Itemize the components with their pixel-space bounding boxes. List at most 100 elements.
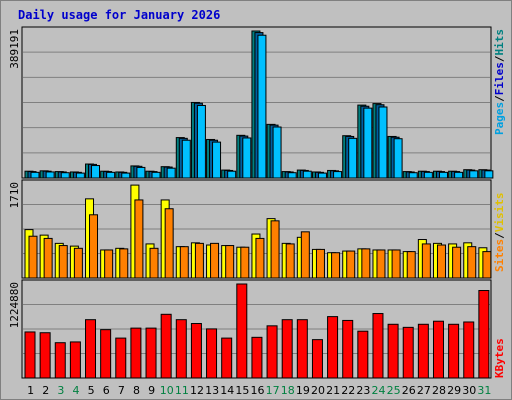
legend-entry: KBytes [493,338,506,378]
bar-kbytes-day-26 [402,326,414,379]
x-tick-label-day-25: 25 [387,384,401,397]
legend-entry: Pages [493,102,506,135]
x-tick-label-day-22: 22 [341,384,355,397]
panel-2-ymax-label: 1710 [8,182,21,209]
bar-sites-day-22 [346,250,356,279]
legend-1: Pages/Files/Hits [493,29,506,135]
bar-sites-day-4 [73,247,83,279]
bar-pages-day-26 [408,172,418,179]
x-tick-label-day-1: 1 [27,384,34,397]
x-tick-label-day-16: 16 [251,384,265,397]
bar-kbytes-day-2 [39,332,51,379]
x-tick-label-day-21: 21 [326,384,340,397]
x-tick-label-day-17: 17 [266,384,280,397]
bar-kbytes-day-23 [357,330,369,379]
legend-entry: Files [493,62,506,95]
legend-entry: / [493,232,506,239]
bar-kbytes-day-13 [206,328,218,379]
bar-sites-day-20 [315,248,325,279]
bar-pages-day-9 [151,171,161,179]
x-tick-label-day-19: 19 [296,384,310,397]
x-tick-label-day-4: 4 [72,384,79,397]
bar-pages-day-25 [393,138,403,179]
legend-entry: Sites [493,239,506,272]
x-tick-label-day-8: 8 [133,384,140,397]
x-tick-label-day-26: 26 [402,384,416,397]
bar-sites-day-1 [28,235,38,279]
bar-pages-day-17 [272,126,282,179]
bar-pages-day-10 [166,167,176,179]
bar-sites-day-17 [270,220,280,279]
bar-sites-day-7 [119,248,129,279]
bar-pages-day-14 [227,170,237,179]
bar-kbytes-day-6 [100,329,112,379]
bar-kbytes-day-20 [311,339,323,379]
bar-pages-day-6 [106,171,116,179]
bar-sites-day-12 [194,242,204,279]
bar-pages-day-23 [363,107,373,179]
bar-pages-day-27 [423,171,433,179]
bar-kbytes-day-29 [448,323,460,379]
x-tick-label-day-3: 3 [57,384,64,397]
x-tick-label-day-24: 24 [372,384,386,397]
bar-sites-day-24 [376,249,386,279]
x-tick-label-day-18: 18 [281,384,295,397]
x-tick-label-day-2: 2 [42,384,49,397]
legend-3: KBytes [493,338,506,378]
bar-kbytes-day-25 [387,323,399,379]
bar-sites-day-25 [391,249,401,279]
bar-pages-day-18 [287,172,297,179]
bar-pages-day-15 [242,137,252,179]
bar-kbytes-day-18 [281,319,293,379]
x-tick-label-day-29: 29 [447,384,461,397]
x-tick-label-day-10: 10 [160,384,174,397]
x-tick-label-day-9: 9 [148,384,155,397]
bar-kbytes-day-24 [372,313,384,379]
bar-sites-day-23 [361,248,371,279]
bar-sites-day-15 [240,246,250,279]
chart-title: Daily usage for January 2026 [18,8,220,22]
bar-kbytes-day-9 [145,327,157,379]
bar-pages-day-20 [317,172,327,179]
bar-sites-day-8 [134,199,144,279]
bar-kbytes-day-4 [69,341,81,379]
bar-sites-day-10 [164,208,174,279]
bar-kbytes-day-7 [115,337,127,379]
bar-kbytes-day-27 [417,323,429,379]
bar-sites-day-13 [210,242,220,279]
bar-kbytes-day-10 [160,313,172,379]
bar-sites-day-6 [104,249,114,279]
legend-2: Sites/Visits [493,193,506,273]
bar-sites-day-18 [285,243,295,279]
legend-entry: / [493,55,506,62]
bar-kbytes-day-17 [266,325,278,379]
x-tick-label-day-20: 20 [311,384,325,397]
bar-pages-day-11 [181,139,191,179]
bar-kbytes-day-5 [85,319,97,379]
x-tick-label-day-14: 14 [220,384,234,397]
bar-sites-day-5 [89,214,99,279]
x-tick-label-day-27: 27 [417,384,431,397]
bar-pages-day-31 [484,170,494,179]
bar-pages-day-12 [196,104,206,179]
x-tick-label-day-5: 5 [88,384,95,397]
x-tick-label-day-11: 11 [175,384,189,397]
x-tick-label-day-7: 7 [118,384,125,397]
x-tick-label-day-6: 6 [103,384,110,397]
x-tick-label-day-28: 28 [432,384,446,397]
x-tick-label-day-23: 23 [356,384,370,397]
x-tick-label-day-30: 30 [462,384,476,397]
bar-sites-day-2 [43,237,53,279]
bar-pages-day-30 [469,170,479,179]
bar-kbytes-day-14 [221,337,233,379]
bar-pages-day-3 [60,172,70,179]
bar-pages-day-28 [438,171,448,179]
bar-pages-day-13 [212,141,222,179]
x-tick-label-day-31: 31 [477,384,491,397]
bar-sites-day-9 [149,247,159,279]
bar-sites-day-3 [58,245,68,279]
bar-pages-day-7 [121,172,131,179]
bar-kbytes-day-8 [130,327,142,379]
bar-pages-day-16 [257,34,267,179]
